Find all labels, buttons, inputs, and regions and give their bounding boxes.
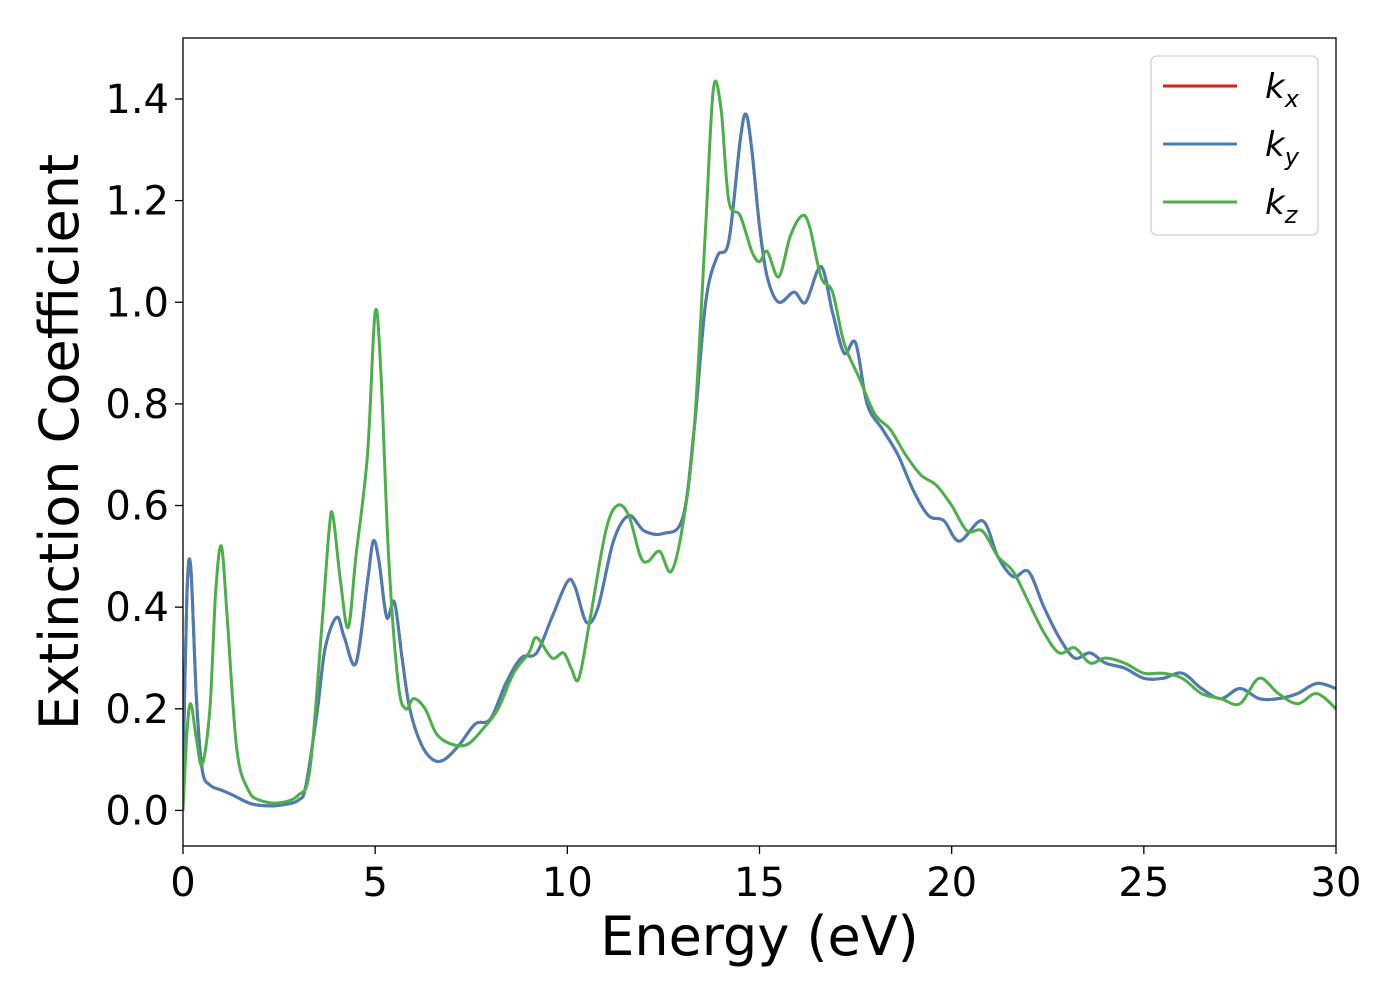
x-tick-label: 20 (926, 860, 977, 906)
legend-label-k-x: kx (1265, 67, 1300, 113)
y-tick-label: 0.6 (105, 484, 169, 530)
series-layer (183, 79, 1336, 811)
x-tick-label: 15 (734, 860, 785, 906)
y-axis-label: Extinction Coefficient (28, 154, 91, 730)
x-tick-label: 30 (1311, 860, 1362, 906)
x-tick-label: 10 (542, 860, 593, 906)
y-tick-label: 1.4 (105, 77, 169, 123)
y-tick-label: 0.0 (105, 788, 169, 834)
y-tick-label: 1.2 (105, 179, 169, 225)
x-tick-label: 5 (362, 860, 387, 906)
legend: kx ky kz (1150, 55, 1319, 236)
y-tick-label: 0.2 (105, 687, 169, 733)
y-tick-label: 1.0 (105, 280, 169, 326)
x-axis-ticks: 0 5 10 15 20 25 30 (170, 846, 1361, 906)
legend-label-k-y: ky (1265, 125, 1300, 171)
y-axis-ticks: 0.0 0.2 0.4 0.6 0.8 1.0 1.2 1.4 (105, 77, 183, 834)
y-tick-label: 0.4 (105, 585, 169, 631)
x-axis-label: Energy (eV) (600, 905, 919, 968)
series-line-k-z (183, 79, 1336, 811)
y-tick-label: 0.8 (105, 382, 169, 428)
x-tick-label: 0 (170, 860, 195, 906)
x-tick-label: 25 (1118, 860, 1169, 906)
legend-label-k-z: kz (1265, 183, 1299, 229)
